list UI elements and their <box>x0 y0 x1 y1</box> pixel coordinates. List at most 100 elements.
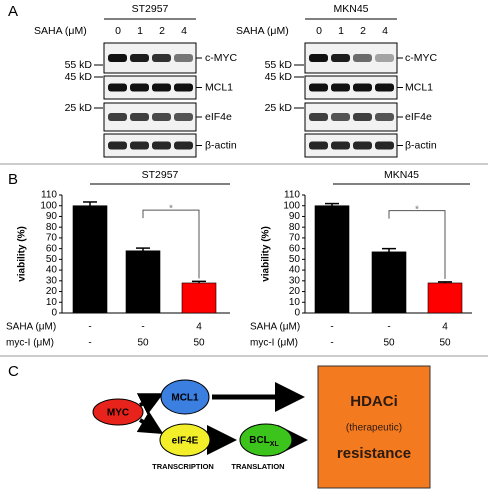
y-tick-label: 10 <box>289 297 301 308</box>
bar <box>427 282 463 314</box>
bar <box>314 205 350 314</box>
arrow <box>136 393 164 415</box>
y-tick-label: 80 <box>289 222 301 233</box>
band <box>130 113 149 121</box>
y-tick-label: 110 <box>41 190 57 201</box>
band <box>375 141 394 150</box>
outcome-text: (therapeutic) <box>346 423 402 434</box>
y-tick-label: 70 <box>289 233 301 244</box>
dose-label: 0 <box>115 25 121 37</box>
outcome-box <box>317 365 431 489</box>
row-value: - <box>387 322 390 333</box>
significance-label: * <box>169 204 173 215</box>
row-value: 50 <box>439 338 451 349</box>
bar <box>72 205 108 314</box>
row-value: 50 <box>137 338 149 349</box>
outcome-text: HDACi <box>350 393 398 410</box>
y-tick-label: 30 <box>289 275 301 286</box>
band <box>309 141 328 150</box>
y-axis-label: viability (%) <box>261 226 272 282</box>
y-tick-label: 40 <box>46 265 58 276</box>
panel-label: C <box>8 363 19 380</box>
blot-title: ST2957 <box>132 3 169 15</box>
band <box>174 141 193 150</box>
band <box>375 54 394 62</box>
arrow <box>136 411 164 435</box>
band <box>331 113 350 121</box>
y-tick-label: 30 <box>46 275 58 286</box>
marker-label: 25 kD <box>65 102 93 114</box>
band <box>174 54 193 62</box>
band <box>130 54 149 62</box>
band <box>353 54 372 62</box>
node-label: BCLXL <box>249 435 279 448</box>
dose-label: 2 <box>159 25 165 37</box>
y-axis-label: viability (%) <box>17 226 28 282</box>
row-value: 4 <box>442 322 448 333</box>
node-label-sub: XL <box>270 441 280 448</box>
marker-label: 45 kD <box>65 71 93 83</box>
y-tick-label: 80 <box>46 222 58 233</box>
row-value: 50 <box>383 338 395 349</box>
band <box>375 113 394 121</box>
dose-label: 4 <box>181 25 187 37</box>
node-eif4e <box>159 423 211 457</box>
band <box>353 141 372 150</box>
bar <box>125 250 161 314</box>
row-label: myc-I (μM) <box>6 338 54 349</box>
band <box>130 83 149 92</box>
significance-bracket <box>142 209 200 279</box>
treatment-label: SAHA (μM) <box>34 25 87 37</box>
band <box>331 83 350 92</box>
band <box>152 113 171 121</box>
dose-label: 1 <box>338 25 344 37</box>
node-mcl1 <box>160 379 210 415</box>
y-tick-label: 0 <box>294 308 300 319</box>
band <box>353 113 372 121</box>
band <box>174 83 193 92</box>
y-tick-label: 100 <box>283 200 300 211</box>
row-value: 50 <box>193 338 205 349</box>
band <box>152 141 171 150</box>
band <box>375 83 394 92</box>
band <box>108 54 127 62</box>
diagram: MYC MCL1 eIF4E BCLXL TRANSCRIPTION TRANS… <box>92 365 431 489</box>
row-label: myc-I (μM) <box>250 338 298 349</box>
row-value: - <box>88 338 91 349</box>
band <box>309 113 328 121</box>
row-label: SAHA (μM) <box>6 322 56 333</box>
band-label: β-actin <box>405 139 437 151</box>
dose-label: 1 <box>137 25 143 37</box>
significance-label: * <box>415 204 419 215</box>
chart-title: ST2957 <box>142 169 179 181</box>
row-value: - <box>330 338 333 349</box>
y-tick-label: 60 <box>46 243 58 254</box>
panel-label: A <box>8 3 18 20</box>
node-label: MCL1 <box>171 393 199 404</box>
band <box>331 54 350 62</box>
bar <box>181 282 217 314</box>
marker-label: 45 kD <box>265 71 293 83</box>
band <box>309 54 328 62</box>
y-tick-label: 20 <box>289 286 301 297</box>
y-tick-label: 70 <box>46 233 58 244</box>
dose-label: 4 <box>382 25 388 37</box>
dose-label: 0 <box>316 25 322 37</box>
band-label: MCL1 <box>405 81 433 93</box>
band <box>108 113 127 121</box>
node-label: eIF4E <box>172 436 199 447</box>
band <box>353 83 372 92</box>
step-label: TRANSCRIPTION <box>152 462 214 471</box>
dose-label: 2 <box>360 25 366 37</box>
y-tick-label: 0 <box>51 308 57 319</box>
band-label: c-MYC <box>405 52 437 64</box>
y-tick-label: 60 <box>289 243 301 254</box>
row-value: - <box>330 322 333 333</box>
band-label: MCL1 <box>205 81 233 93</box>
treatment-label: SAHA (μM) <box>236 25 289 37</box>
row-value: - <box>88 322 91 333</box>
row-label: SAHA (μM) <box>250 322 300 333</box>
band <box>152 83 171 92</box>
band <box>130 141 149 150</box>
